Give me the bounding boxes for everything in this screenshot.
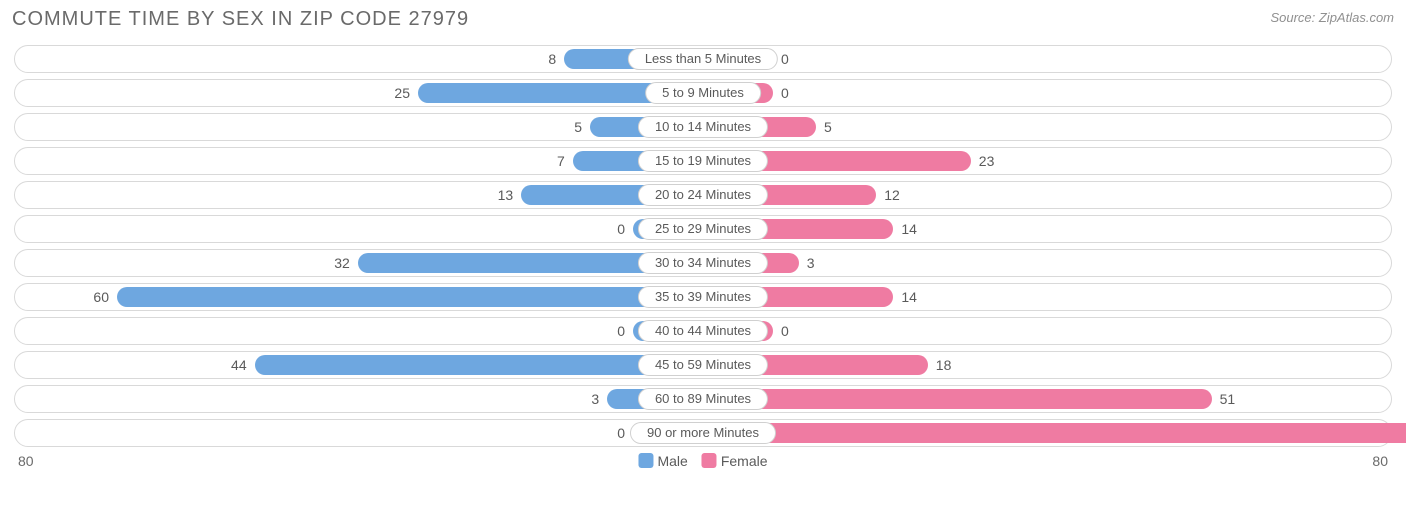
value-male: 0 <box>617 216 625 244</box>
category-pill: 25 to 29 Minutes <box>638 218 768 240</box>
value-female: 18 <box>936 352 952 380</box>
row-track: 07890 or more Minutes <box>14 419 1392 447</box>
row-track: 0 14 25 to 29 Minutes <box>14 215 1392 243</box>
value-female: 14 <box>901 284 917 312</box>
value-male: 13 <box>498 182 514 210</box>
value-male: 25 <box>394 80 410 108</box>
rows-area: 80Less than 5 Minutes2505 to 9 Minutes55… <box>12 45 1394 447</box>
header-row: COMMUTE TIME BY SEX IN ZIP CODE 27979 So… <box>12 8 1394 31</box>
category-pill: 20 to 24 Minutes <box>638 184 768 206</box>
axis-max-right: 80 <box>1372 453 1388 469</box>
swatch-male <box>638 453 653 468</box>
category-pill: Less than 5 Minutes <box>628 48 778 70</box>
legend: Male Female <box>638 453 767 469</box>
category-pill: 90 or more Minutes <box>630 422 776 444</box>
value-female: 0 <box>781 46 789 74</box>
value-male: 60 <box>93 284 109 312</box>
row-track: 13 12 20 to 24 Minutes <box>14 181 1392 209</box>
category-pill: 30 to 34 Minutes <box>638 252 768 274</box>
row-track: 7 23 15 to 19 Minutes <box>14 147 1392 175</box>
value-male: 8 <box>548 46 556 74</box>
row-track: 8 0Less than 5 Minutes <box>14 45 1392 73</box>
bar-male <box>255 355 703 375</box>
value-female: 51 <box>1220 386 1236 414</box>
value-female: 0 <box>781 318 789 346</box>
swatch-female <box>702 453 717 468</box>
category-pill: 40 to 44 Minutes <box>638 320 768 342</box>
row-track: 5 5 10 to 14 Minutes <box>14 113 1392 141</box>
row-track: 0 0 40 to 44 Minutes <box>14 317 1392 345</box>
legend-item-male: Male <box>638 453 687 469</box>
chart-container: COMMUTE TIME BY SEX IN ZIP CODE 27979 So… <box>0 0 1406 523</box>
row-track: 60 14 35 to 39 Minutes <box>14 283 1392 311</box>
category-pill: 5 to 9 Minutes <box>645 82 761 104</box>
row-track: 25 0 5 to 9 Minutes <box>14 79 1392 107</box>
category-pill: 45 to 59 Minutes <box>638 354 768 376</box>
category-pill: 10 to 14 Minutes <box>638 116 768 138</box>
value-female: 0 <box>781 80 789 108</box>
category-pill: 60 to 89 Minutes <box>638 388 768 410</box>
value-female: 12 <box>884 182 900 210</box>
value-male: 5 <box>574 114 582 142</box>
row-track: 3 51 60 to 89 Minutes <box>14 385 1392 413</box>
legend-male-label: Male <box>657 453 687 469</box>
legend-item-female: Female <box>702 453 768 469</box>
category-pill: 15 to 19 Minutes <box>638 150 768 172</box>
row-track: 44 18 45 to 59 Minutes <box>14 351 1392 379</box>
chart-title: COMMUTE TIME BY SEX IN ZIP CODE 27979 <box>12 8 469 31</box>
value-male: 32 <box>334 250 350 278</box>
value-male: 44 <box>231 352 247 380</box>
value-female: 3 <box>807 250 815 278</box>
axis-row: 80 Male Female 80 <box>12 453 1394 477</box>
bar-male <box>117 287 703 307</box>
value-male: 3 <box>591 386 599 414</box>
value-female: 23 <box>979 148 995 176</box>
bar-female <box>703 423 1406 443</box>
legend-female-label: Female <box>721 453 768 469</box>
value-female: 14 <box>901 216 917 244</box>
axis-max-left: 80 <box>18 453 34 469</box>
value-male: 0 <box>617 420 625 448</box>
value-male: 7 <box>557 148 565 176</box>
row-track: 32 3 30 to 34 Minutes <box>14 249 1392 277</box>
category-pill: 35 to 39 Minutes <box>638 286 768 308</box>
value-female: 5 <box>824 114 832 142</box>
value-male: 0 <box>617 318 625 346</box>
bar-female <box>703 389 1212 409</box>
source-label: Source: ZipAtlas.com <box>1270 8 1394 25</box>
